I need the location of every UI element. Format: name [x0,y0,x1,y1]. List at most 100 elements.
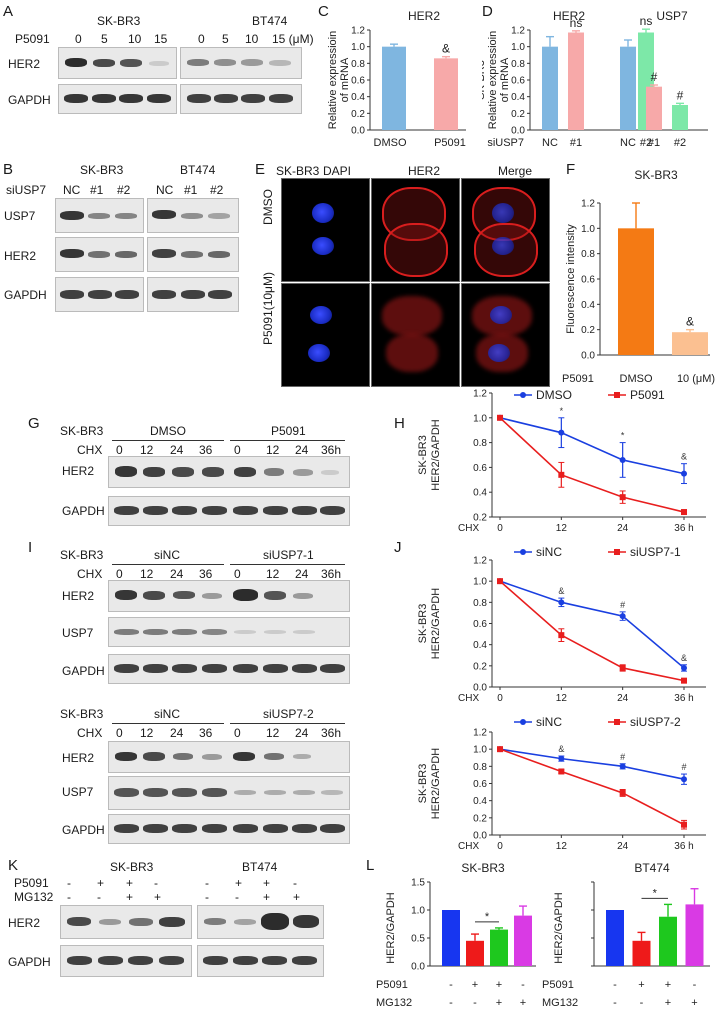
legend-label: DMSO [536,388,572,402]
cell-line-label: SK-BR3 [110,860,154,874]
row-label-her2: HER2 [8,57,41,71]
column-label-dapi: DAPI [323,164,352,178]
x-tick-label: NC [542,137,558,149]
x-tick-label: #2 [674,137,686,149]
time-label: 0 [234,443,241,457]
significance-label: ns [640,14,653,28]
panel-label-i: I [28,539,33,556]
data-point [558,429,565,436]
cell-line-label: BT474 [180,163,216,177]
x-axis-label: CHX [458,841,479,852]
y-axis-label: Relative expressioin [487,31,499,129]
y-tick-label: 0.2 [473,813,487,824]
treatment-label: siUSP7 [6,183,47,197]
y-tick-label: 0.6 [473,779,487,790]
dose-label: 10 [245,32,259,46]
treatment-sign: - [473,997,477,1009]
y-tick-label: 0.5 [411,934,425,945]
y-tick-label: 1.2 [581,199,595,210]
y-tick-label: 0.0 [511,126,525,137]
legend-marker [614,549,620,555]
chart-title: HER2 [408,9,440,23]
panel-label-b: B [3,161,14,178]
x-axis-label: CHX [458,523,479,534]
western-blot-her2 [55,237,144,272]
y-axis-label: Fluorescence intensity [565,224,577,334]
significance-label: # [677,88,684,102]
series-line [499,580,685,669]
cell-line-label: SK-BR3 [97,14,141,28]
group-label: siUSP7-1 [263,548,314,562]
data-point [681,470,687,477]
time-label: 36h [321,726,342,740]
x-tick-label: 0 [497,841,503,852]
micrograph-her2-p5091 [371,283,460,387]
group-label: siNC [154,707,180,721]
series-line [499,748,685,780]
micrograph-her2-dmso [371,178,460,282]
y-tick-label: 0.4 [581,300,595,311]
cell-line-label: SK-BR3 [60,424,104,438]
lane-label: #2 [117,183,131,197]
bar [490,929,508,966]
bar [659,916,677,966]
legend-marker [520,549,526,555]
micrograph-dapi-dmso [281,178,370,282]
significance-label: & [686,315,694,329]
significance-label: & [681,653,687,663]
treatment-sign: - [293,876,297,890]
treatment-sign: - [613,979,617,991]
lane-label: #1 [90,183,104,197]
y-axis-label: of mRNA [339,57,351,102]
x-tick-label: 12 [556,693,568,704]
significance-label: # [620,600,625,610]
lane-label: #2 [210,183,224,197]
data-point [619,494,626,501]
row-label-her2: HER2 [62,464,95,478]
bar [618,228,654,355]
bar [442,910,460,966]
y-tick-label: 1.0 [473,413,487,424]
y-tick-label: 0.2 [351,109,365,120]
treatment-sign: + [235,876,243,890]
row-label-her2: HER2 [8,916,41,930]
x-tick-label: #1 [648,137,660,149]
chart-d-sirna-mrna: 0.0 0.2 0.4 0.6 0.8 1.0 1.2 ns ns # # HER2 USP7 siUSP… [482,9,708,149]
chart-title: SK-BR3 [461,861,505,875]
x-tick-label: 24 [617,841,629,852]
significance-label: # [681,762,686,772]
dose-label: 0 [75,32,82,46]
treatment-sign: + [293,890,301,904]
time-label: 36h [321,443,342,457]
y-tick-label: 0.6 [351,76,365,87]
y-tick-label: 1.2 [473,728,487,739]
treatment-sign: + [638,979,644,991]
gene-title: USP7 [656,9,688,23]
row-label-her2: HER2 [4,249,37,263]
y-tick-label: 0.8 [511,59,525,70]
panel-label-k: K [8,857,19,874]
treatment-sign: + [263,876,271,890]
data-point [558,768,565,775]
treatment-sign: - [97,890,101,904]
data-point [497,414,503,421]
western-blot-usp7 [108,776,350,810]
data-point [619,664,626,671]
chart-title: BT474 [634,861,670,875]
x-tick-label: 24 [617,523,629,534]
y-tick-label: 1.0 [411,906,425,917]
data-point [681,821,687,828]
data-point [497,746,503,753]
x-tick-label: 36 h [674,523,693,534]
time-label: 24 [295,443,309,457]
time-label: 12 [266,567,280,581]
western-blot-gapdh [108,654,350,684]
y-tick-label: 1.0 [473,577,487,588]
panel-label-e: E [255,161,266,178]
chx-label: CHX [77,567,103,581]
y-tick-label: 1.0 [511,42,525,53]
treatment-sign: + [665,997,671,1009]
bar [606,910,624,966]
y-tick-label: 0.6 [473,463,487,474]
